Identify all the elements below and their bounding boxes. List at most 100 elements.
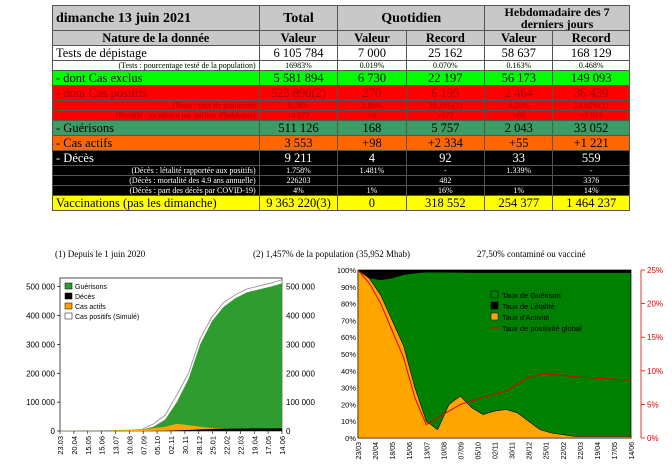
x-tick-label: 02.11 [167,436,176,454]
legend-swatch [64,302,73,310]
y-tick-label-right: 500 000 [286,283,315,292]
x-tick-label: 10/08 [441,442,448,460]
y-tick-label-left: 0% [345,434,356,443]
y-tick-label-left: 30% [341,384,356,393]
x-tick-label: 18/05 [390,442,397,460]
legend-swatch [64,312,73,320]
legend-swatch [64,282,73,290]
footnote-2: (2) 1,457% de la population (35,952 Mhab… [253,249,410,259]
x-tick-label: 15/06 [407,442,414,460]
table-row: (Tests : taux de positivité) 8.58% 3.86% 29… [52,100,630,111]
y-tick-label-left: 50% [341,350,356,359]
table-row: (Positifs : incidence par million d'habi… [52,110,630,121]
series-area-letalite [358,270,631,281]
x-tick-label: 14.06 [278,436,287,455]
x-tick-label: 28/12 [527,442,534,460]
legend [488,288,606,336]
x-tick-label: 05/10 [475,442,482,460]
table-row: Tests de dépistage 6 105 784 7 000 25 162 58… [52,45,630,61]
legend-label: Décès [75,294,95,301]
x-tick-label: 22/03 [578,442,585,460]
x-tick-label: 15.05 [84,436,93,455]
weekly-header: Hebdomadaire des 7 derniers jours [484,5,630,31]
y-tick-label-left: 70% [341,316,356,325]
legend-label: Taux de Guérison [502,291,561,300]
x-tick-label: 10.08 [125,436,134,455]
legend-label: Guérisons [75,284,107,291]
legend-label: Taux de Létalité [502,302,555,311]
y-tick-label-right: 100 000 [286,398,315,407]
legend [62,279,174,324]
x-tick-label: 19.04 [250,436,259,455]
legend-swatch [490,312,499,321]
valeur-header: Valeur [484,30,554,46]
cumulative-cases-chart: 0 0 100 000 100 000 200 000 200 000 300 000 300… [26,277,315,455]
x-tick-label: 23.03 [56,436,65,455]
legend-swatch [64,292,73,300]
series-area-activite [357,269,632,439]
x-tick-label: 07/09 [458,442,465,460]
y-tick-label-left: 200 000 [26,369,55,378]
x-tick-label: 25/01 [544,442,551,460]
y-tick-label-right: 25% [647,266,663,275]
x-tick-label: 07.09 [139,436,148,455]
legend-label: Cas positifs (Simulé) [75,314,139,321]
x-tick-label: 20/04 [373,442,380,460]
y-tick-label-right: 300 000 [286,340,315,349]
y-tick-label-right: 400 000 [286,312,315,321]
series-area-guerisons [60,283,282,431]
x-tick-label: 15.06 [98,436,107,455]
y-tick-label-left: 400 000 [26,312,55,321]
table-row: - dont Cas exclus 5 581 894 6 730 22 197 56 … [52,70,630,86]
y-tick-label-left: 500 000 [26,283,55,292]
footnote-3: 27,50% contaminé ou vacciné [477,249,586,259]
x-tick-label: 17/05 [612,442,619,460]
x-tick-label: 23/03 [356,442,363,460]
y-tick-label-left: 10% [341,417,356,426]
x-tick-label: 22.02 [223,436,232,455]
y-tick-label-left: 80% [341,300,356,309]
x-tick-label: 13.07 [112,436,121,455]
record-header: Record [405,30,486,46]
x-tick-label: 19/04 [595,442,602,460]
y-tick-label-right: 5% [647,400,659,409]
valeur-header: Valeur [258,30,339,46]
valeur-header: Valeur [337,30,407,46]
legend-label: Taux de positivité global [502,324,582,333]
y-tick-label-left: 40% [341,367,356,376]
x-tick-label: 05.10 [153,436,162,455]
x-tick-label: 22/02 [561,442,568,460]
x-tick-label: 30.11 [181,436,190,454]
x-tick-label: 22.03 [236,436,245,455]
y-tick-label-left: 100 000 [26,398,55,407]
table-row: Vaccinations (pas les dimanche) 9 363 220… [52,195,630,211]
table-row: - Décès 9 211 4 92 33 559 [52,150,630,166]
table-row: (Décès : létalité rapportée aux positifs… [52,165,630,176]
table-row: (Tests : pourcentage testé de la populat… [52,60,630,71]
x-tick-label: 14/06 [629,442,636,460]
y-tick-label-right: 200 000 [286,369,315,378]
legend-swatch [490,301,499,310]
table-row: (Décès : part des décès par COVID-19) 4% 1… [52,185,630,196]
y-tick-label-left: 20% [341,400,356,409]
stats-table: dimanche 13 juin 2021 Total Quotidien He… [52,5,630,211]
y-tick-label-right: 0% [647,434,659,443]
y-tick-label-left: 90% [341,283,356,292]
y-tick-label-left: 60% [341,333,356,342]
y-tick-label-left: 300 000 [26,340,55,349]
rates-chart: 0% 10% 20% 30% 40% 50% 60% 70% 80% 90% 100% 0% 5% 10%… [338,266,663,460]
x-tick-label: 25.01 [209,436,218,455]
record-header: Record [552,30,630,46]
y-tick-label-left: 100% [338,266,356,275]
table-row: - Guérisons 511 126 168 5 757 2 043 33 052 [52,120,630,136]
nature-header: Nature de la donnée [52,30,260,46]
table-row: - dont Cas positifs 523 890(2) 270 6 195 2 4… [52,85,630,101]
footnote-1: (1) Depuis le 1 juin 2020 [55,249,146,259]
x-tick-label: 17.05 [264,436,273,455]
series-line-positivite [357,269,632,426]
table-row: - Cas actifs 3 553 +98 +2 334 +55 +1 221 [52,135,630,151]
y-tick-label-right: 15% [647,333,663,342]
x-tick-label: 30/11 [510,442,517,459]
y-tick-label-left: 0 [51,427,56,436]
date-header: dimanche 13 juin 2021 [52,5,260,31]
